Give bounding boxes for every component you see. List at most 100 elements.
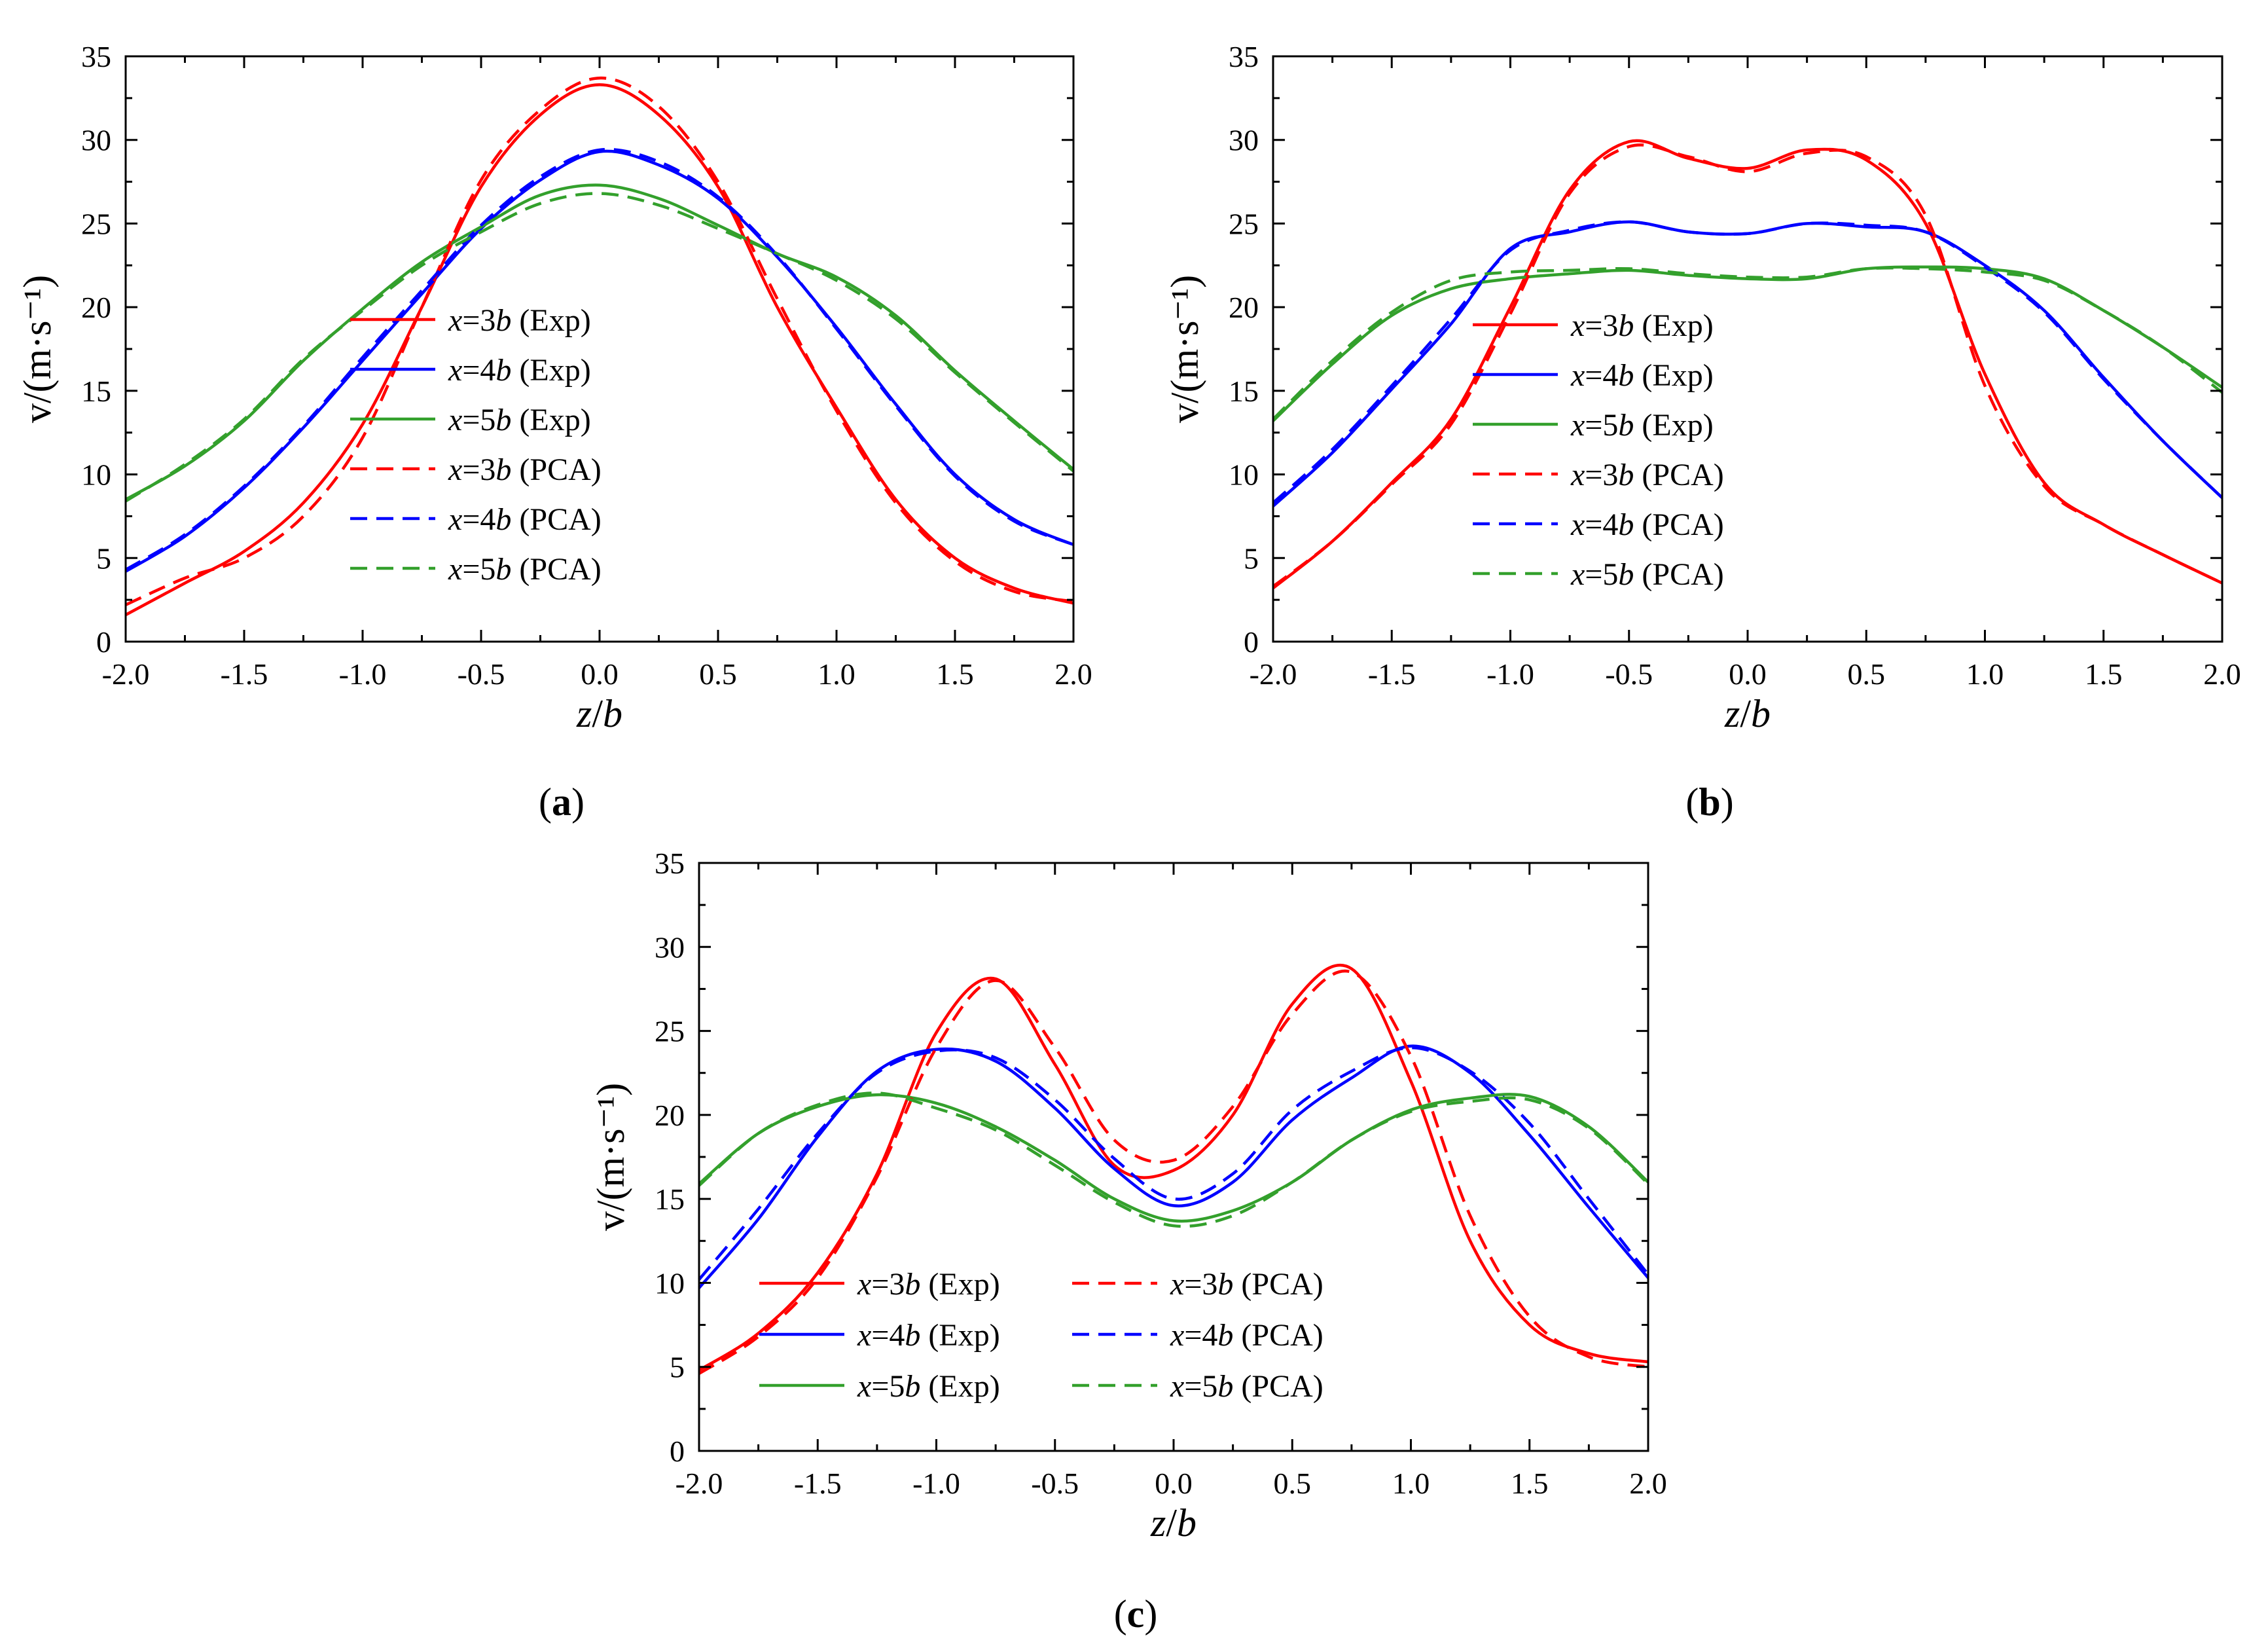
y-tick-label: 20 bbox=[81, 291, 111, 324]
series-line-3 bbox=[1272, 265, 2223, 422]
series-line-1 bbox=[124, 83, 1074, 617]
y-tick-label: 30 bbox=[1229, 124, 1259, 157]
legend-label-3: x=5b (Exp) bbox=[857, 1369, 1000, 1404]
series-line-4 bbox=[698, 969, 1649, 1375]
y-tick-label: 5 bbox=[96, 541, 111, 575]
series-line-6 bbox=[698, 1091, 1649, 1228]
x-tick-label: -0.5 bbox=[1605, 657, 1653, 691]
x-tick-label: 1.0 bbox=[818, 657, 855, 691]
y-tick-label: 25 bbox=[655, 1015, 685, 1048]
series-line-2 bbox=[698, 1044, 1649, 1289]
x-tick-label: 0.0 bbox=[1155, 1467, 1193, 1500]
x-axis-label: z/b bbox=[576, 692, 622, 735]
y-tick-label: 15 bbox=[655, 1182, 685, 1216]
y-tick-label: 20 bbox=[655, 1099, 685, 1132]
y-axis-label: v/(m·s⁻¹) bbox=[589, 1083, 632, 1231]
panel-b: -2.0 -1.5 -1.0 -0.5 0.0 0.5 1.0 1.5 2.0 0 5 10 15 20 2… bbox=[1163, 40, 2241, 824]
y-tick-label: 30 bbox=[81, 124, 111, 157]
series-group bbox=[698, 963, 1649, 1375]
y-tick-label: 35 bbox=[81, 40, 111, 73]
series-line-3 bbox=[698, 1093, 1649, 1223]
axis-ticks: -2.0 -1.5 -1.0 -0.5 0.0 0.5 1.0 1.5 2.0 0 5 10 15 20 2… bbox=[81, 40, 1092, 691]
series-line-6 bbox=[124, 192, 1075, 503]
series-line-6 bbox=[1272, 266, 2223, 420]
x-tick-label: 1.5 bbox=[936, 657, 974, 691]
x-tick-label: -1.5 bbox=[1368, 657, 1416, 691]
x-tick-label: -2.0 bbox=[102, 657, 150, 691]
series-line-4 bbox=[1272, 143, 2223, 588]
x-tick-label: -1.0 bbox=[1486, 657, 1534, 691]
series-group bbox=[1272, 139, 2223, 590]
panel-c: -2.0 -1.5 -1.0 -0.5 0.0 0.5 1.0 1.5 2.0 0 5 10 15 20 2… bbox=[589, 847, 1667, 1636]
legend-label-3: x=5b (Exp) bbox=[1570, 408, 1714, 443]
y-tick-label: 5 bbox=[1244, 541, 1259, 575]
x-tick-label: 0.0 bbox=[1729, 657, 1767, 691]
x-tick-label: -2.0 bbox=[1250, 657, 1297, 691]
series-line-1 bbox=[1272, 139, 2223, 590]
series-group bbox=[124, 76, 1075, 617]
x-tick-label: 0.0 bbox=[581, 657, 619, 691]
legend-label-6: x=5b (PCA) bbox=[1570, 557, 1724, 592]
legend-label-5: x=4b (PCA) bbox=[1570, 507, 1724, 542]
axis-ticks: -2.0 -1.5 -1.0 -0.5 0.0 0.5 1.0 1.5 2.0 0 5 10 15 20 2… bbox=[655, 847, 1667, 1500]
x-tick-label: 1.0 bbox=[1966, 657, 2004, 691]
panel-caption: (b) bbox=[1685, 780, 1733, 824]
y-tick-label: 20 bbox=[1229, 291, 1259, 324]
legend-label-1: x=3b (Exp) bbox=[1570, 308, 1714, 343]
x-tick-label: 0.5 bbox=[699, 657, 737, 691]
y-tick-label: 35 bbox=[1229, 40, 1259, 73]
legend-label-5: x=4b (PCA) bbox=[448, 502, 602, 537]
y-axis-label: v/(m·s⁻¹) bbox=[1163, 275, 1206, 423]
x-tick-label: 1.5 bbox=[1511, 1467, 1549, 1500]
x-tick-label: 1.0 bbox=[1392, 1467, 1430, 1500]
y-tick-label: 10 bbox=[1229, 458, 1259, 492]
x-tick-label: -0.5 bbox=[1031, 1467, 1079, 1500]
series-line-1 bbox=[698, 963, 1649, 1372]
y-tick-label: 0 bbox=[670, 1435, 685, 1468]
x-tick-label: 0.5 bbox=[1848, 657, 1886, 691]
x-tick-label: -1.0 bbox=[339, 657, 387, 691]
legend-label-1: x=3b (Exp) bbox=[857, 1267, 1000, 1302]
y-tick-label: 15 bbox=[1229, 375, 1259, 408]
y-tick-label: 30 bbox=[655, 930, 685, 964]
y-tick-label: 5 bbox=[670, 1351, 685, 1384]
panel-a: -2.0 -1.5 -1.0 -0.5 0.0 0.5 1.0 1.5 2.0 0 5 10 15 20 2… bbox=[16, 40, 1092, 824]
x-tick-label: -0.5 bbox=[458, 657, 505, 691]
panel-caption: (c) bbox=[1114, 1592, 1158, 1636]
legend-label-6: x=5b (PCA) bbox=[448, 552, 602, 587]
legend-label-4: x=3b (PCA) bbox=[1170, 1267, 1323, 1302]
legend-label-5: x=4b (PCA) bbox=[1170, 1318, 1323, 1353]
axis-ticks: -2.0 -1.5 -1.0 -0.5 0.0 0.5 1.0 1.5 2.0 0 5 10 15 20 2… bbox=[1229, 40, 2241, 691]
legend: x=3b (Exp) x=4b (Exp) x=5b (Exp) x=3b (PCA)… bbox=[1473, 308, 1724, 592]
y-tick-label: 15 bbox=[81, 375, 111, 408]
legend-label-6: x=5b (PCA) bbox=[1170, 1369, 1323, 1404]
y-tick-label: 25 bbox=[81, 207, 111, 240]
x-axis-label: z/b bbox=[1150, 1501, 1197, 1545]
x-tick-label: -1.0 bbox=[912, 1467, 960, 1500]
legend-label-2: x=4b (Exp) bbox=[1570, 358, 1714, 393]
legend-label-4: x=3b (PCA) bbox=[1570, 458, 1724, 492]
x-tick-label: 1.5 bbox=[2085, 657, 2123, 691]
x-tick-label: 2.0 bbox=[2203, 657, 2241, 691]
series-line-5 bbox=[1272, 220, 2223, 504]
legend-label-3: x=5b (Exp) bbox=[448, 403, 591, 437]
x-tick-label: 0.5 bbox=[1274, 1467, 1312, 1500]
legend-label-2: x=4b (Exp) bbox=[448, 353, 591, 388]
legend: x=3b (Exp) x=4b (Exp) x=5b (Exp) x=3b (PCA)… bbox=[759, 1267, 1323, 1404]
y-axis-label: v/(m·s⁻¹) bbox=[16, 275, 59, 423]
series-line-4 bbox=[125, 76, 1074, 606]
x-tick-label: -1.5 bbox=[794, 1467, 842, 1500]
x-tick-label: 2.0 bbox=[1054, 657, 1092, 691]
legend-label-4: x=3b (PCA) bbox=[448, 452, 602, 487]
series-line-5 bbox=[124, 148, 1074, 572]
x-tick-label: -2.0 bbox=[675, 1467, 723, 1500]
x-axis-label: z/b bbox=[1724, 692, 1771, 735]
x-tick-label: -1.5 bbox=[221, 657, 268, 691]
y-tick-label: 0 bbox=[1244, 625, 1259, 659]
y-tick-label: 25 bbox=[1229, 207, 1259, 240]
legend-label-1: x=3b (Exp) bbox=[448, 303, 591, 338]
y-tick-label: 0 bbox=[96, 625, 111, 659]
y-tick-label: 10 bbox=[655, 1266, 685, 1300]
panel-caption: (a) bbox=[539, 780, 585, 824]
